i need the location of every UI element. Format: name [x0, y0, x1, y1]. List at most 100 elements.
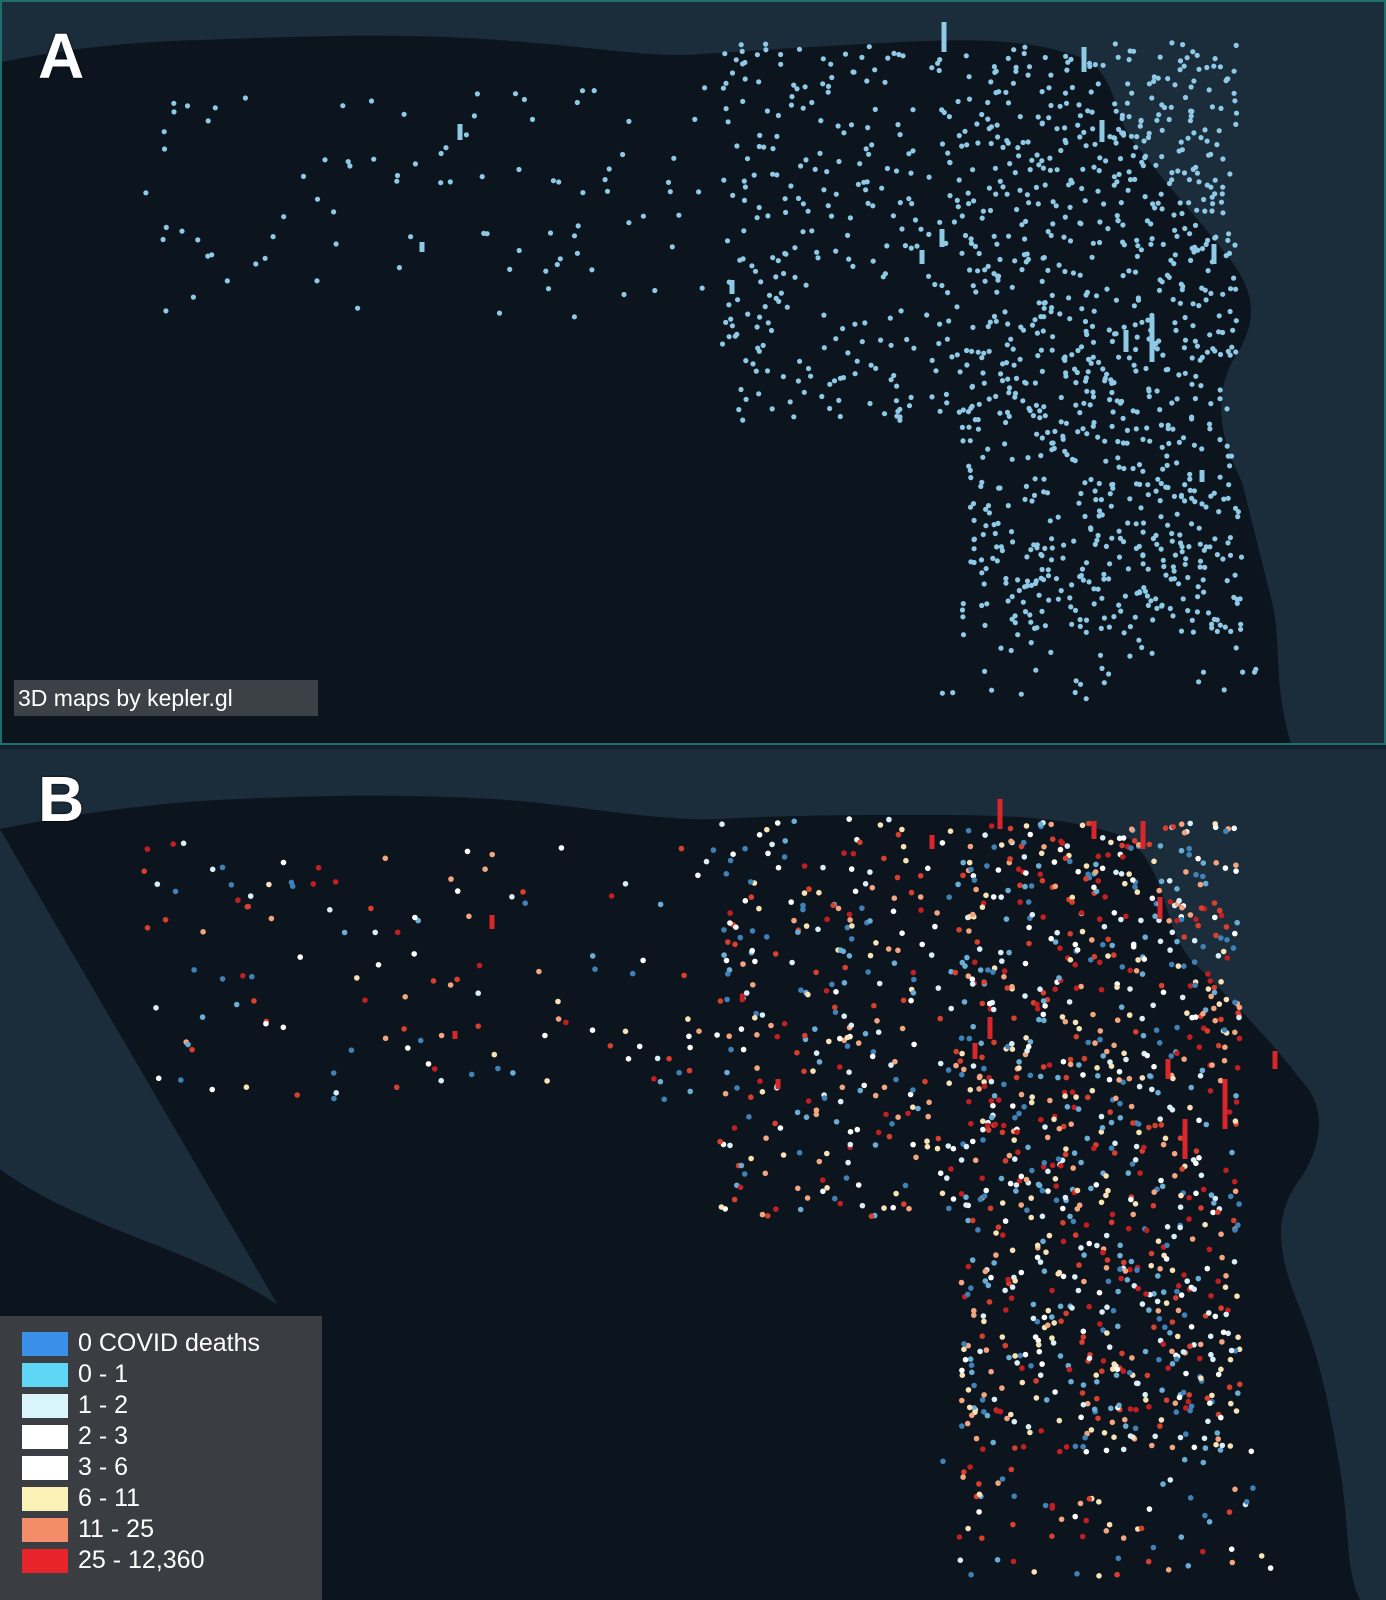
map-panel-b[interactable]: B 0 COVID deaths 0 - 1 1 - 2 2 - 3 3 - 6… — [0, 749, 1386, 1600]
hex-cell — [1097, 1321, 1103, 1327]
hex-cell — [1063, 420, 1069, 426]
hex-cell — [1132, 176, 1138, 182]
hex-cell — [947, 828, 954, 834]
hex-cell — [991, 313, 998, 319]
hex-cell — [1067, 1213, 1073, 1220]
hex-cell — [1016, 1110, 1022, 1117]
hex-cell — [1167, 947, 1173, 953]
hex-cell — [1130, 1120, 1136, 1126]
hex-cell — [1049, 1314, 1055, 1320]
hex-cell — [961, 1341, 967, 1347]
hex-cell — [1106, 576, 1112, 582]
hex-cell — [1157, 498, 1163, 504]
hex-cell — [1142, 588, 1148, 594]
hex-cell — [966, 463, 972, 469]
hex-cell — [1025, 455, 1031, 461]
hex-cell — [1088, 1427, 1095, 1433]
hex-cell — [575, 223, 581, 229]
hex-cell — [249, 973, 255, 980]
hex-cell — [1030, 413, 1036, 419]
hex-cell — [939, 141, 946, 147]
hex-cell — [1165, 426, 1171, 432]
hex-cell — [1058, 588, 1064, 594]
hex-cell — [1095, 81, 1101, 87]
hex-cell — [401, 111, 407, 117]
hex-cell — [1096, 168, 1102, 174]
hex-cell — [1148, 1262, 1154, 1269]
hex-cell — [756, 391, 762, 397]
hex-cell — [868, 1213, 875, 1219]
hex-cell — [1009, 456, 1015, 462]
hex-cell — [1164, 453, 1170, 459]
hex-cell — [1149, 236, 1155, 242]
hex-cell — [976, 1086, 982, 1092]
hex-cell — [824, 169, 830, 175]
hex-cell — [754, 52, 761, 58]
hex-cell — [1232, 1486, 1238, 1493]
hex-cell — [888, 342, 894, 348]
hex-cell — [1109, 1211, 1116, 1218]
hex-cell — [1231, 90, 1237, 96]
hex-cell — [1131, 1283, 1138, 1289]
hex-cell — [1212, 824, 1219, 831]
hex-cell — [205, 118, 211, 124]
hex-cell — [1071, 1104, 1077, 1111]
hex-cell — [1187, 231, 1193, 237]
hex-cell — [821, 187, 827, 193]
hex-cell — [1033, 1395, 1040, 1401]
hex-cell — [737, 1184, 744, 1191]
hex-cell — [1158, 422, 1164, 428]
hex-cell — [1240, 669, 1246, 675]
hex-cell — [703, 858, 710, 865]
hex-cell — [986, 185, 993, 191]
hex-cell — [1208, 1351, 1214, 1358]
hex-cell — [219, 864, 226, 871]
hex-cell — [1013, 68, 1019, 74]
hex-cell — [1072, 1232, 1079, 1238]
hex-cell — [997, 256, 1003, 263]
hex-cell — [1174, 1050, 1180, 1057]
hex-cell — [1021, 1104, 1027, 1110]
hex-cell — [842, 51, 849, 57]
hex-cell — [1220, 1329, 1227, 1336]
hex-cell — [781, 1020, 788, 1027]
hex-cell — [977, 1348, 983, 1355]
hex-cell — [1099, 595, 1105, 601]
hex-cell — [895, 408, 901, 414]
hex-cell — [950, 1145, 957, 1152]
hex-cell — [721, 952, 727, 958]
map-panel-a[interactable]: A 3D maps by kepler.gl — [0, 0, 1386, 745]
hex-cell — [1200, 1548, 1206, 1555]
map-canvas-a[interactable] — [2, 2, 1386, 745]
hex-cell — [841, 1013, 847, 1019]
hex-cell — [741, 197, 748, 203]
hex-cell — [1158, 480, 1164, 487]
hex-cell — [1170, 824, 1176, 830]
hex-cell — [1115, 1323, 1121, 1330]
hex-cell — [681, 972, 687, 979]
hex-cell — [1067, 957, 1074, 963]
hex-cell — [958, 1157, 965, 1163]
hex-cell — [1177, 67, 1183, 73]
hex-cell — [1083, 876, 1089, 882]
hex-cell — [1010, 1521, 1016, 1528]
hex-cell — [1204, 1395, 1211, 1401]
hex-cell — [1160, 466, 1166, 472]
hex-cell — [550, 178, 557, 184]
hex-cell — [1124, 427, 1130, 433]
hex-cell — [430, 978, 437, 984]
hex-cell — [1170, 1075, 1176, 1082]
hex-cell — [899, 930, 905, 936]
hex-cell — [866, 151, 872, 157]
hex-cell — [1039, 566, 1045, 573]
hex-cell — [1069, 894, 1076, 901]
hex-cell — [1027, 612, 1033, 618]
hex-cell — [1086, 60, 1093, 66]
hex-cell — [1042, 545, 1048, 552]
hex-cell — [1141, 1144, 1147, 1151]
hex-cell — [1115, 1288, 1121, 1295]
hex-cell — [873, 940, 879, 946]
hex-cell — [993, 1230, 999, 1236]
hex-cell — [1100, 366, 1106, 372]
hex-cell — [1032, 625, 1038, 632]
